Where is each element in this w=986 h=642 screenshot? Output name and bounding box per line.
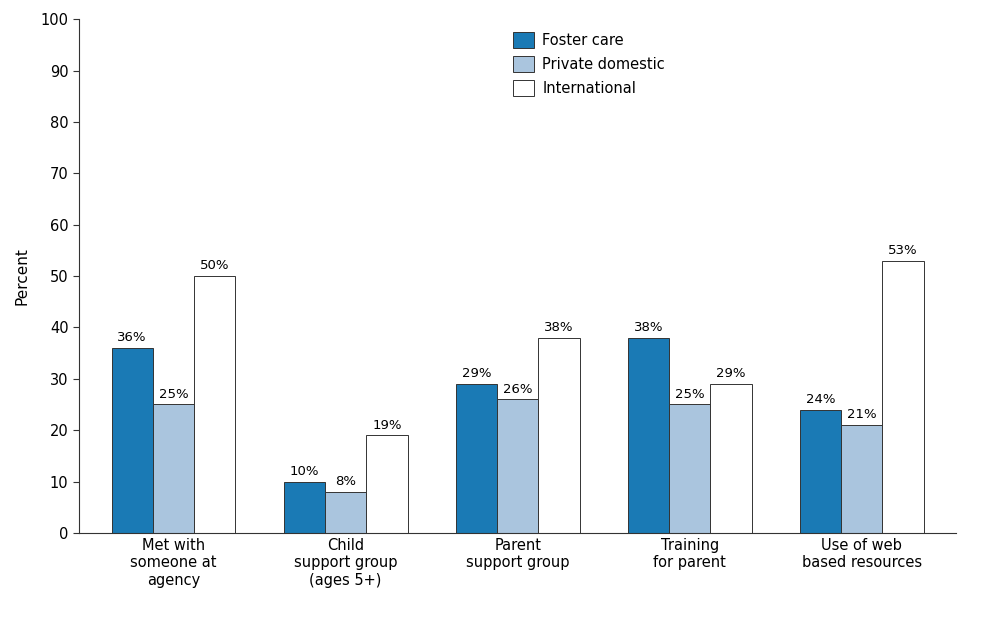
Text: 24%: 24%	[806, 393, 835, 406]
Bar	[628, 338, 669, 533]
Text: 8%: 8%	[335, 475, 356, 488]
Text: 29%: 29%	[461, 367, 491, 380]
Text: 29%: 29%	[716, 367, 745, 380]
Bar	[153, 404, 194, 533]
Bar	[710, 384, 751, 533]
Text: 21%: 21%	[847, 408, 877, 421]
Bar	[800, 410, 841, 533]
Text: 19%: 19%	[372, 419, 401, 431]
Bar	[366, 435, 407, 533]
Bar	[325, 492, 366, 533]
Bar	[841, 425, 882, 533]
Text: 25%: 25%	[674, 388, 705, 401]
Text: 26%: 26%	[503, 383, 532, 395]
Text: 36%: 36%	[117, 331, 147, 344]
Text: 38%: 38%	[544, 321, 574, 334]
Bar	[669, 404, 710, 533]
Text: 38%: 38%	[634, 321, 664, 334]
Text: 50%: 50%	[200, 259, 230, 272]
Text: 25%: 25%	[159, 388, 188, 401]
Bar	[456, 384, 497, 533]
Bar	[111, 348, 153, 533]
Y-axis label: Percent: Percent	[15, 247, 30, 305]
Bar	[538, 338, 580, 533]
Bar	[497, 399, 538, 533]
Bar	[194, 276, 236, 533]
Text: 10%: 10%	[290, 465, 319, 478]
Legend: Foster care, Private domestic, International: Foster care, Private domestic, Internati…	[508, 26, 671, 102]
Bar	[882, 261, 924, 533]
Text: 53%: 53%	[888, 244, 918, 257]
Bar	[284, 482, 325, 533]
